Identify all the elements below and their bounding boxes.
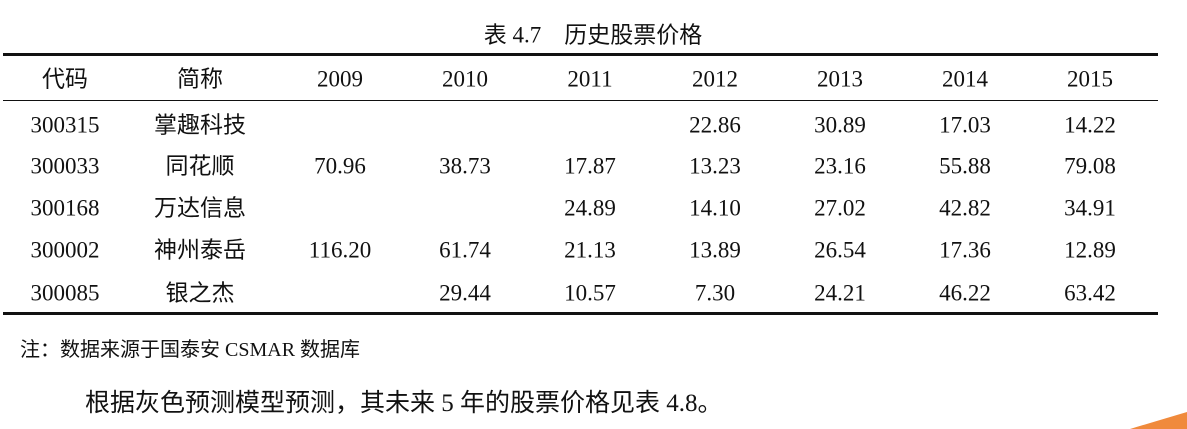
header-cell: 2013	[817, 66, 863, 92]
table-cell: 掌趣科技	[154, 112, 246, 138]
table-cell: 42.82	[939, 195, 991, 221]
table-cell: 46.22	[939, 280, 991, 306]
table-cell: 13.23	[689, 153, 741, 179]
table-cell: 10.57	[564, 280, 616, 306]
header-cell: 2015	[1067, 66, 1113, 92]
table-cell: 61.74	[439, 237, 491, 263]
table-cell: 银之杰	[165, 280, 235, 306]
table-cell: 116.20	[308, 237, 372, 263]
table-cell: 38.73	[439, 153, 491, 179]
table-cell: 14.22	[1064, 112, 1116, 138]
header-cell: 简称	[177, 66, 223, 92]
bottom-rule	[3, 312, 1158, 315]
table-cell: 34.91	[1064, 195, 1116, 221]
header-rule	[3, 100, 1158, 101]
table-cell: 79.08	[1064, 153, 1116, 179]
table-cell: 300033	[30, 153, 100, 179]
table-cell: 300002	[30, 237, 100, 263]
top-rule	[3, 53, 1158, 56]
header-cell: 2009	[317, 66, 363, 92]
table-cell: 24.89	[564, 195, 616, 221]
corner-shape	[1130, 412, 1187, 429]
table-cell: 17.36	[939, 237, 991, 263]
table-cell: 30.89	[814, 112, 866, 138]
table-cell: 24.21	[814, 280, 866, 306]
table-cell: 17.87	[564, 153, 616, 179]
header-cell: 2014	[942, 66, 988, 92]
table-cell: 23.16	[814, 153, 866, 179]
table-cell: 300168	[30, 195, 100, 221]
table-cell: 21.13	[564, 237, 616, 263]
table-cell: 26.54	[814, 237, 866, 263]
table-cell: 12.89	[1064, 237, 1116, 263]
table-cell: 55.88	[939, 153, 991, 179]
table-cell: 22.86	[689, 112, 741, 138]
table-cell: 300315	[30, 112, 100, 138]
body-paragraph: 根据灰色预测模型预测，其未来 5 年的股票价格见表 4.8。	[85, 390, 723, 417]
table-cell: 13.89	[689, 237, 741, 263]
table-cell: 70.96	[314, 153, 366, 179]
table-caption: 表 4.7 历史股票价格	[483, 22, 703, 48]
header-cell: 代码	[42, 66, 88, 92]
table-cell: 万达信息	[154, 195, 246, 221]
decoration	[1130, 412, 1187, 429]
table-cell: 17.03	[939, 112, 991, 138]
table-cell: 300085	[30, 280, 100, 306]
table-cell: 63.42	[1064, 280, 1116, 306]
table-cell: 29.44	[439, 280, 491, 306]
table-cell: 27.02	[814, 195, 866, 221]
table-cell: 14.10	[689, 195, 741, 221]
header-cell: 2010	[442, 66, 488, 92]
header-cell: 2012	[692, 66, 738, 92]
table-note: 注：数据来源于国泰安 CSMAR 数据库	[20, 339, 361, 361]
header-cell: 2011	[567, 66, 613, 92]
table-cell: 7.30	[694, 280, 736, 306]
table-cell: 同花顺	[165, 153, 235, 179]
table-cell: 神州泰岳	[154, 237, 246, 263]
